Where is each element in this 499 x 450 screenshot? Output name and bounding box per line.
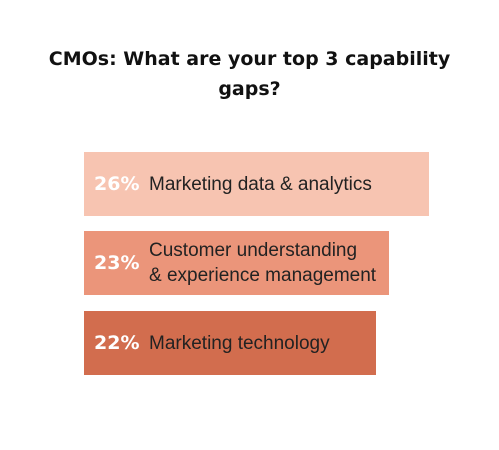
bar-category-label-line: Marketing data & analytics — [149, 173, 372, 195]
bar-category-label-line: & experience management — [149, 265, 377, 286]
bar: 23% Customer understanding & experience ma… — [84, 231, 390, 295]
bar-value-label: 22% — [94, 332, 140, 354]
bar: 26% Marketing data & analytics — [84, 152, 429, 216]
bar-category-label: Marketing technology — [149, 331, 330, 356]
bar-chart: 26% Marketing data & analytics 23% Customer… — [84, 152, 444, 382]
bar-value-label: 26% — [94, 173, 140, 195]
bar-category-label: Marketing data & analytics — [149, 172, 372, 197]
bar-category-label: Customer understanding & experience manag… — [149, 238, 376, 288]
chart-title-line: gaps? — [218, 78, 281, 100]
bar: 22% Marketing technology — [84, 311, 376, 375]
bar-value-label: 23% — [94, 252, 140, 274]
bar-category-label-line: Marketing technology — [149, 332, 330, 354]
chart-title-line: CMOs: What are your top 3 capability — [48, 48, 451, 70]
bar-category-label-line: Customer understanding — [149, 240, 358, 261]
chart-title: CMOs: What are your top 3 capability gap… — [0, 44, 499, 104]
